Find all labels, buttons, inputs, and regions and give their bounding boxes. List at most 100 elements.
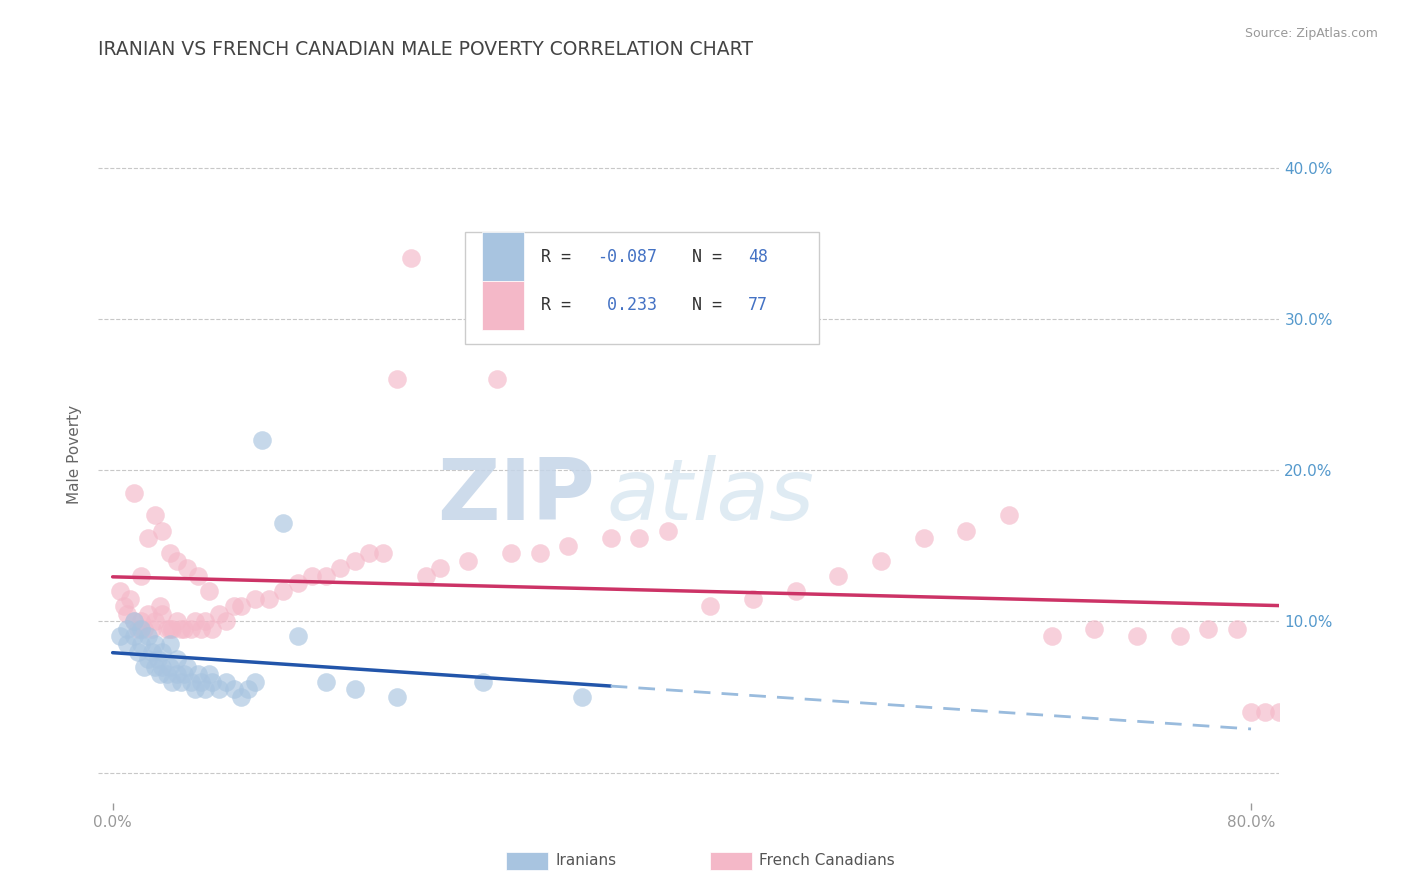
Point: [166, 667, 188, 681]
Point: [152, 659, 174, 673]
Point: [129, 637, 152, 651]
Point: [122, 615, 145, 629]
Point: [173, 667, 195, 681]
Point: [287, 629, 309, 643]
Point: [122, 629, 145, 643]
Point: [215, 674, 238, 689]
Point: [194, 682, 217, 697]
Point: [115, 607, 138, 621]
Point: [190, 622, 212, 636]
Point: [118, 591, 141, 606]
Point: [1197, 622, 1219, 636]
Point: [132, 659, 155, 673]
Point: [657, 524, 679, 538]
Text: IRANIAN VS FRENCH CANADIAN MALE POVERTY CORRELATION CHART: IRANIAN VS FRENCH CANADIAN MALE POVERTY …: [98, 40, 754, 59]
Point: [343, 554, 366, 568]
Text: R =: R =: [541, 248, 581, 266]
Point: [201, 622, 224, 636]
Point: [912, 531, 935, 545]
Point: [429, 561, 451, 575]
Point: [387, 372, 409, 386]
Text: 0.233: 0.233: [596, 296, 657, 314]
Point: [136, 607, 159, 621]
Point: [162, 622, 184, 636]
Point: [159, 622, 181, 636]
Text: N =: N =: [693, 248, 733, 266]
Point: [166, 652, 188, 666]
Point: [329, 561, 352, 575]
Point: [257, 591, 280, 606]
Point: [1040, 629, 1063, 643]
Point: [222, 682, 245, 697]
Point: [229, 599, 252, 614]
Point: [152, 524, 174, 538]
Point: [156, 667, 179, 681]
Point: [955, 524, 977, 538]
Point: [870, 554, 893, 568]
FancyBboxPatch shape: [482, 281, 523, 330]
Text: French Canadians: French Canadians: [759, 854, 896, 868]
Point: [159, 546, 181, 560]
Point: [141, 622, 163, 636]
Point: [457, 554, 479, 568]
Point: [1126, 629, 1149, 643]
Point: [148, 652, 170, 666]
Point: [1268, 705, 1291, 719]
Point: [387, 690, 409, 704]
Point: [143, 508, 166, 523]
Point: [1226, 622, 1249, 636]
Point: [243, 674, 266, 689]
Point: [141, 644, 163, 658]
Point: [176, 659, 198, 673]
Point: [208, 682, 231, 697]
Text: atlas: atlas: [606, 455, 814, 538]
Point: [229, 690, 252, 704]
Point: [176, 561, 198, 575]
Point: [170, 674, 193, 689]
Point: [132, 622, 155, 636]
Point: [273, 584, 295, 599]
Point: [180, 622, 202, 636]
Point: [149, 667, 172, 681]
Point: [166, 554, 188, 568]
Point: [149, 599, 172, 614]
Point: [162, 674, 184, 689]
Point: [127, 644, 149, 658]
Text: ZIP: ZIP: [437, 455, 595, 538]
Text: Source: ZipAtlas.com: Source: ZipAtlas.com: [1244, 27, 1378, 40]
Point: [699, 599, 721, 614]
Point: [785, 584, 807, 599]
Point: [136, 652, 159, 666]
Point: [742, 591, 765, 606]
Point: [315, 569, 337, 583]
Point: [187, 569, 209, 583]
Point: [198, 584, 221, 599]
Point: [1083, 622, 1105, 636]
Point: [129, 569, 152, 583]
Point: [557, 539, 579, 553]
Point: [222, 599, 245, 614]
Point: [152, 644, 174, 658]
Point: [194, 615, 217, 629]
Text: Iranians: Iranians: [555, 854, 616, 868]
Point: [343, 682, 366, 697]
Point: [401, 252, 423, 266]
Point: [112, 599, 135, 614]
Point: [166, 615, 188, 629]
Point: [357, 546, 380, 560]
Point: [187, 667, 209, 681]
Point: [215, 615, 238, 629]
Text: N =: N =: [693, 296, 733, 314]
Point: [129, 615, 152, 629]
FancyBboxPatch shape: [464, 232, 818, 343]
Point: [127, 622, 149, 636]
Point: [201, 674, 224, 689]
Point: [108, 629, 131, 643]
Point: [243, 591, 266, 606]
Point: [180, 674, 202, 689]
Point: [184, 682, 207, 697]
Point: [1240, 705, 1263, 719]
Point: [198, 667, 221, 681]
Point: [129, 622, 152, 636]
Point: [122, 615, 145, 629]
